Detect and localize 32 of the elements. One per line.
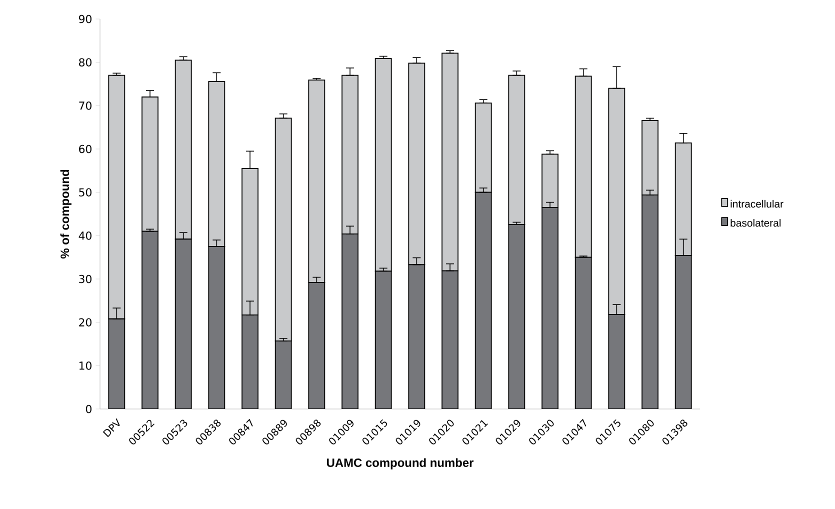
bar bbox=[208, 246, 226, 409]
bar bbox=[542, 207, 558, 409]
bar bbox=[442, 270, 458, 409]
bar bbox=[342, 233, 358, 409]
bar bbox=[374, 270, 392, 409]
bar bbox=[274, 340, 292, 409]
bar bbox=[508, 224, 526, 409]
bar bbox=[642, 194, 658, 409]
bar bbox=[142, 230, 158, 409]
bar bbox=[108, 318, 126, 409]
legend-label: basolateral bbox=[730, 218, 781, 227]
bar bbox=[574, 256, 592, 409]
y-tick-label: 20 bbox=[79, 318, 92, 326]
bar bbox=[674, 255, 692, 409]
bar bbox=[174, 238, 192, 409]
y-tick-label: 10 bbox=[79, 362, 92, 370]
y-tick-label: 70 bbox=[79, 102, 92, 110]
y-tick-label: 90 bbox=[78, 14, 92, 24]
y-tick-label: 50 bbox=[79, 188, 92, 196]
y-tick-label: 0 bbox=[86, 404, 92, 414]
y-tick-label: 80 bbox=[79, 58, 92, 66]
y-tick-label: 30 bbox=[79, 274, 92, 284]
y-tick-label: 60 bbox=[79, 144, 92, 154]
bar bbox=[408, 264, 426, 409]
bar bbox=[474, 192, 492, 409]
y-axis-title: % of compound bbox=[60, 170, 72, 259]
x-axis-title: UAMC compound number bbox=[327, 458, 474, 470]
bar bbox=[608, 314, 626, 409]
bar bbox=[242, 314, 258, 409]
y-tick-label: 40 bbox=[78, 232, 92, 240]
bar bbox=[308, 282, 326, 409]
legend-label: intracellular bbox=[730, 200, 784, 208]
